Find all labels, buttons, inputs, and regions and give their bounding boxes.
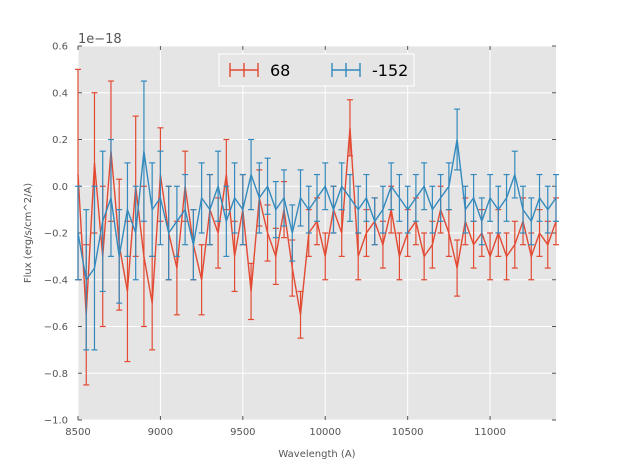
legend-entries: 68 -152: [229, 61, 408, 80]
y-tick-label: 0.0: [52, 182, 68, 193]
y-offset-label: 1e−18: [78, 32, 122, 47]
x-axis-label: Wavelength (A): [278, 449, 355, 460]
y-tick-label: 0.2: [52, 135, 68, 146]
y-tick-label: −0.4: [44, 275, 68, 286]
series-2: [75, 80, 559, 351]
legend: 68 -152: [218, 53, 415, 87]
x-tick-label: 9000: [148, 427, 173, 438]
x-tick-label: 10500: [392, 427, 424, 438]
legend-label: -152: [372, 61, 408, 80]
y-tick-label: 0.4: [52, 88, 68, 99]
x-tick-label: 11000: [474, 427, 506, 438]
x-tick-labels: 8500 9000 9500 10000 10500 11000: [65, 427, 506, 438]
y-tick-label: −0.8: [44, 369, 68, 380]
legend-entry-1: 68: [229, 61, 290, 80]
x-tick-label: 8500: [65, 427, 90, 438]
y-axis-label: Flux (erg/s/cm^2/A): [23, 183, 34, 283]
legend-entry-2: -152: [331, 61, 408, 80]
y-tick-label: 0.6: [52, 42, 68, 53]
legend-label: 68: [270, 61, 290, 80]
y-tick-label: −1.0: [44, 416, 68, 427]
x-tick-label: 9500: [230, 427, 255, 438]
series-layer: [75, 68, 559, 386]
series-line: [77, 139, 557, 282]
y-tick-label: −0.6: [44, 322, 68, 333]
x-tick-label: 10000: [309, 427, 341, 438]
y-tick-labels: −1.0 −0.8 −0.6 −0.4 −0.2 0.0 0.2 0.4 0.6: [44, 42, 68, 427]
y-tick-label: −0.2: [44, 229, 68, 240]
